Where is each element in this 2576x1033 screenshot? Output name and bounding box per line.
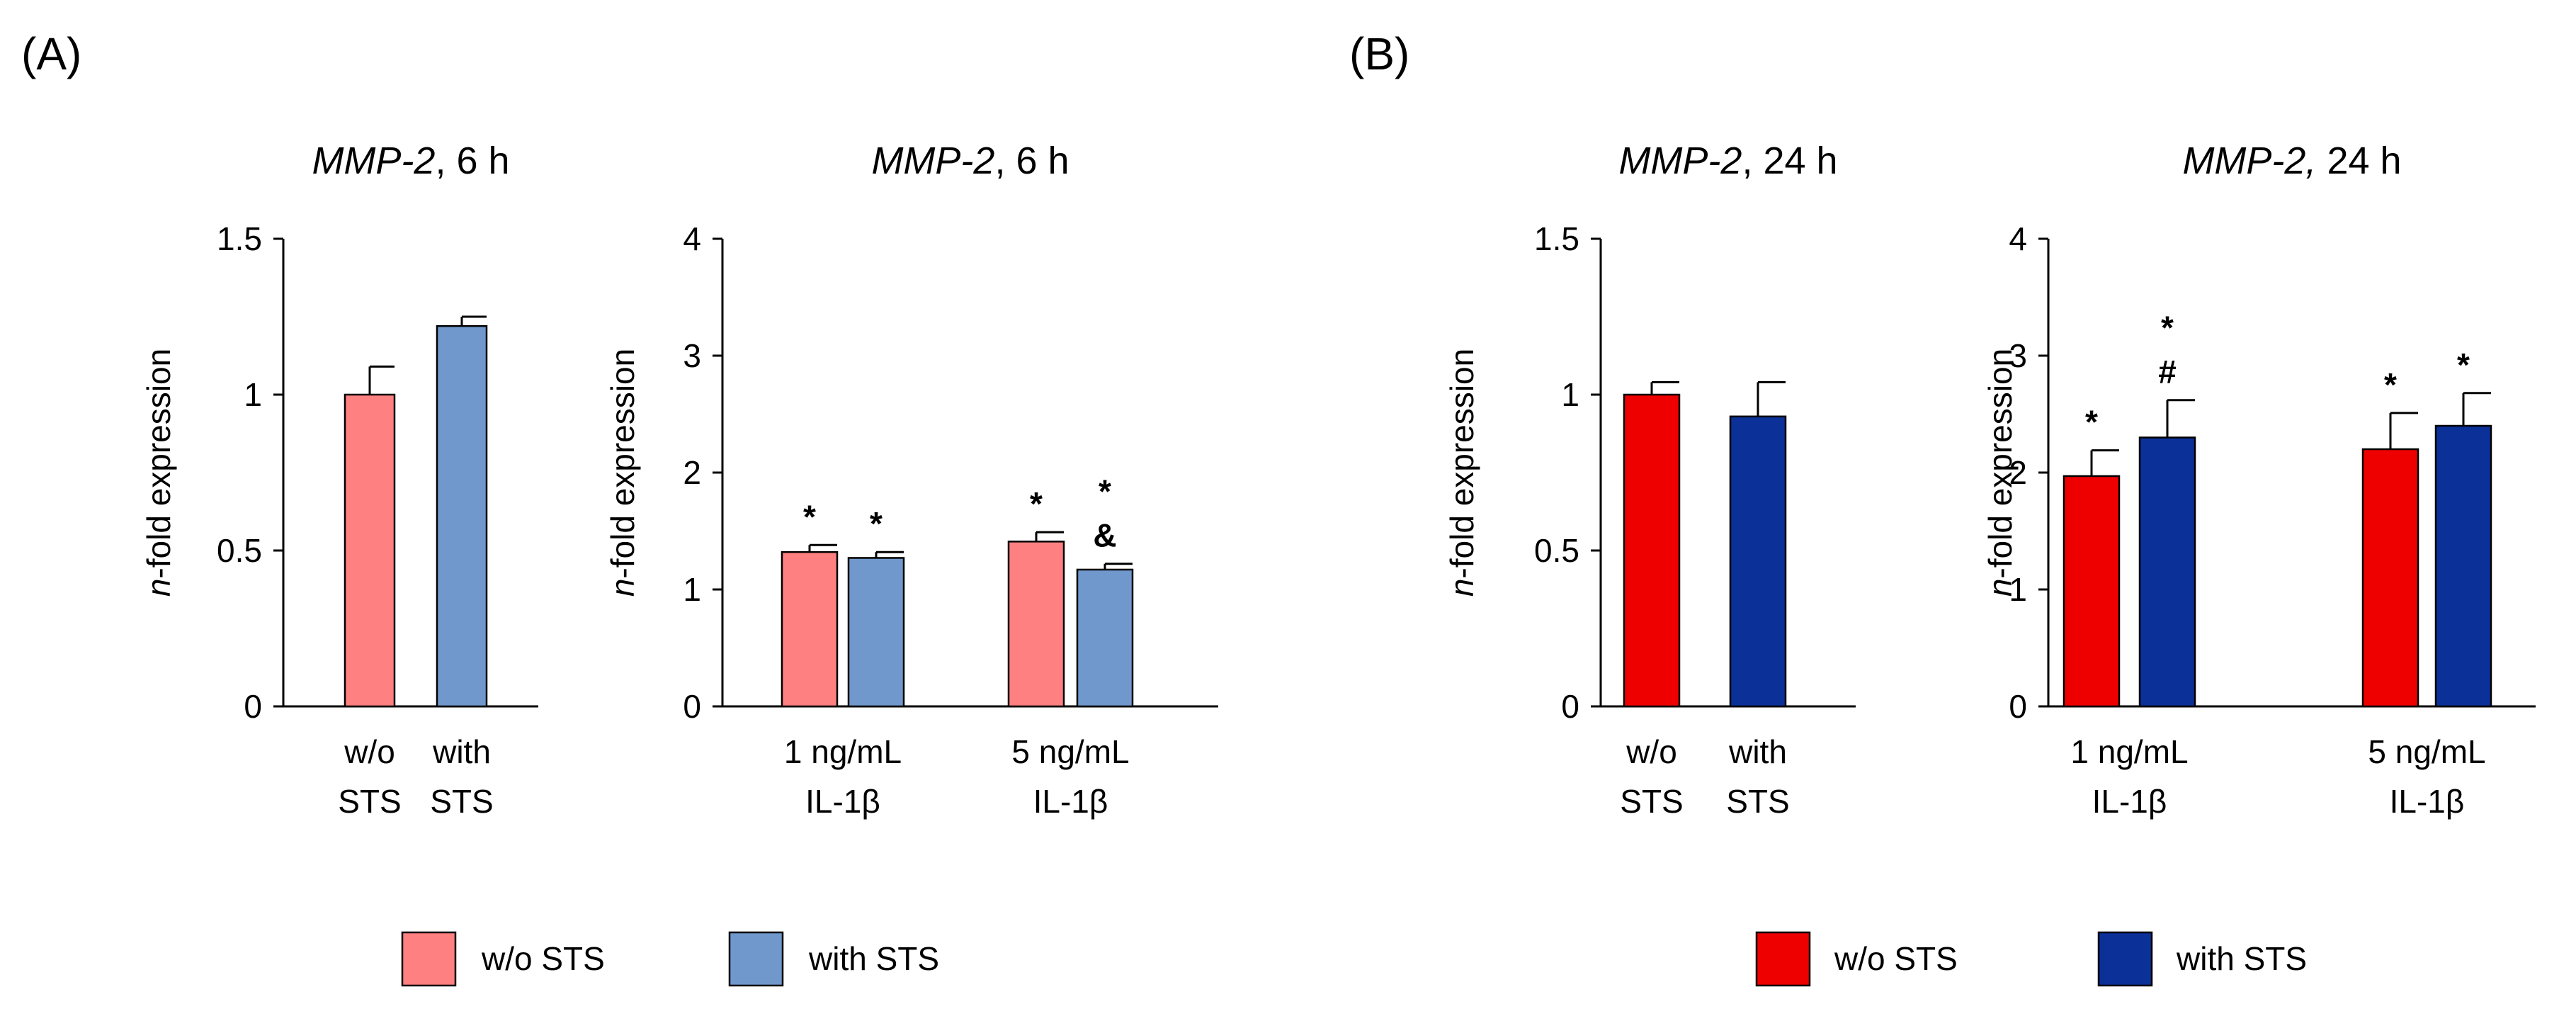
category-label: STS: [338, 783, 401, 820]
charts-group: MMP-2, 6 hn-fold expression00.511.5w/oST…: [140, 140, 2536, 820]
y-tick-label: 2: [683, 454, 701, 491]
y-tick-label: 0: [683, 688, 701, 725]
bar: [2434, 424, 2492, 708]
category-label: 1 ng/mL: [784, 733, 902, 770]
legends-group: w/o STS with STS w/o STS with STS: [401, 931, 2307, 987]
y-axis-label: n-fold expression: [1982, 349, 2019, 597]
category-label: STS: [430, 783, 493, 820]
significance-annotation: *: [2457, 346, 2470, 383]
category-label: IL-1β: [805, 783, 880, 820]
y-axis-label-rest: -fold expression: [1443, 349, 1480, 579]
y-axis-label-rest: -fold expression: [604, 349, 641, 579]
category-label: 5 ng/mL: [2368, 733, 2485, 770]
y-tick-label: 4: [683, 220, 701, 257]
chart-title: MMP-2, 6 h: [312, 140, 509, 182]
chart-title-time: , 24 h: [1742, 140, 1837, 182]
chart-title-gene: MMP-2,: [2182, 140, 2316, 182]
chart-title: MMP-2, 24 h: [1618, 140, 1837, 182]
y-tick-label: 3: [2009, 337, 2027, 374]
y-tick-label: 0: [1561, 688, 1579, 725]
bar: [2062, 475, 2121, 708]
chart-title: MMP-2, 6 h: [871, 140, 1069, 182]
y-tick-label: 1.5: [1534, 220, 1579, 257]
panel-label-a: (A): [21, 28, 81, 79]
legend-2: w/o STS with STS: [1755, 931, 2307, 987]
y-tick-label: 1: [2009, 571, 2027, 608]
legend-swatch: [728, 931, 784, 987]
chart-3: MMP-2, 24 h n-fold expression 0 0.5 1 1.5 w/o S…: [1443, 140, 1856, 820]
bar: [1007, 541, 1065, 708]
y-tick-label: 0: [244, 688, 262, 725]
y-tick-label: 0.5: [217, 532, 262, 569]
category-label: with: [1728, 733, 1787, 770]
y-tick-label: 1: [1561, 376, 1579, 413]
significance-annotation: #: [2158, 354, 2177, 390]
y-tick-label: 2: [2009, 454, 2027, 491]
significance-annotation: *: [1030, 485, 1043, 522]
chart-title-gene: MMP-2: [1618, 140, 1742, 182]
bar: [1076, 568, 1134, 708]
category-label: IL-1β: [2390, 783, 2465, 820]
chart-title-gene: MMP-2: [871, 140, 994, 182]
y-axis-label-italic: n: [140, 579, 177, 597]
chart-title-time: , 6 h: [994, 140, 1069, 182]
legend-swatch: [401, 931, 457, 987]
chart-title: MMP-2, 24 h: [2182, 140, 2401, 182]
legend-swatch: [1755, 931, 1811, 987]
significance-annotation: &: [1093, 517, 1116, 554]
chart-4: MMP-2, 24 h n-fold expression 0 1 2 3 4 * # * 1 ng…: [1982, 140, 2536, 820]
significance-annotation: *: [2161, 310, 2174, 346]
y-tick-label: 4: [2009, 220, 2027, 257]
bar: [436, 324, 488, 708]
category-label: IL-1β: [1033, 783, 1108, 820]
significance-annotation: *: [1099, 473, 1111, 510]
y-axis-label-italic: n: [1982, 579, 2019, 597]
panel-label-b: (B): [1349, 28, 1409, 79]
legend-1: w/o STS with STS: [401, 931, 939, 987]
legend-label: with STS: [808, 940, 939, 977]
significance-annotation: *: [803, 498, 816, 535]
y-tick-label: 0.5: [1534, 532, 1579, 569]
category-label: 1 ng/mL: [2070, 733, 2188, 770]
y-axis-label-rest: -fold expression: [1982, 349, 2019, 579]
y-tick-label: 1: [244, 376, 262, 413]
bar: [1729, 415, 1787, 708]
bar: [847, 557, 905, 708]
y-axis-label: n-fold expression: [1443, 349, 1480, 597]
chart-title-gene: MMP-2: [312, 140, 435, 182]
bar: [344, 393, 396, 708]
category-label: with: [432, 733, 491, 770]
chart-1: MMP-2, 6 h n-fold expression 0 0.5 1 1.5 w/o ST…: [140, 140, 538, 820]
legend-label: w/o STS: [481, 940, 605, 977]
bar: [2361, 448, 2419, 708]
bar: [781, 551, 839, 708]
y-axis-label-italic: n: [1443, 579, 1480, 597]
y-axis-label: n-fold expression: [604, 349, 641, 597]
category-label: 5 ng/mL: [1011, 733, 1129, 770]
y-tick-label: 1.5: [217, 220, 262, 257]
category-label: w/o: [344, 733, 395, 770]
y-axis-label: n-fold expression: [140, 349, 177, 597]
significance-annotation: *: [2384, 366, 2397, 403]
bar: [1623, 393, 1681, 708]
category-label: STS: [1726, 783, 1789, 820]
legend-label: with STS: [2176, 940, 2307, 977]
chart-title-time: , 6 h: [435, 140, 509, 182]
chart-title-time: 24 h: [2316, 140, 2401, 182]
y-axis-label-italic: n: [604, 579, 641, 597]
significance-annotation: *: [870, 505, 883, 542]
legend-label: w/o STS: [1834, 940, 1958, 977]
y-tick-label: 0: [2009, 688, 2027, 725]
category-label: w/o: [1625, 733, 1677, 770]
y-axis-label-rest: -fold expression: [140, 349, 177, 579]
significance-annotation: *: [2085, 404, 2098, 441]
y-tick-label: 3: [683, 337, 701, 374]
legend-swatch: [2097, 931, 2153, 987]
y-tick-label: 1: [683, 571, 701, 608]
chart-2: MMP-2, 6 h n-fold expression 0 1 2 3 4 * * 1 ng/m…: [604, 140, 1218, 820]
category-label: IL-1β: [2092, 783, 2167, 820]
bar: [2138, 436, 2196, 708]
category-label: STS: [1620, 783, 1683, 820]
